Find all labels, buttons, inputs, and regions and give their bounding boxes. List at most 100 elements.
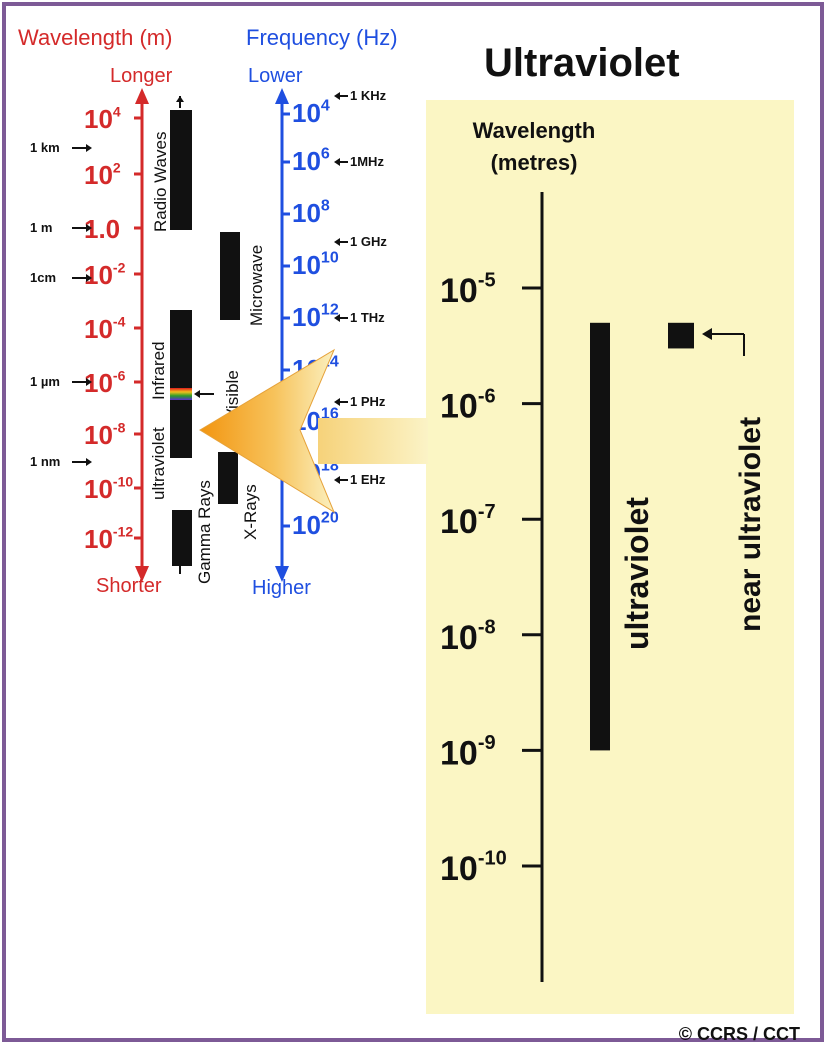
visible-band-bar bbox=[170, 388, 192, 400]
detail-tick-label-base: 10 bbox=[440, 388, 478, 426]
infrared-uv-band-bar bbox=[170, 310, 192, 458]
frequency-tick-label-base: 10 bbox=[292, 198, 321, 228]
wavelength-tick-label-base: 10 bbox=[84, 474, 113, 504]
frequency-tick-label-exp: 8 bbox=[321, 197, 330, 214]
frequency-tick-label: 1010 bbox=[292, 249, 339, 280]
frequency-tick-label-exp: 10 bbox=[321, 249, 339, 266]
frequency-tick-label: 1020 bbox=[292, 509, 339, 540]
near-ultraviolet-pointer bbox=[702, 328, 745, 356]
frequency-marker-label: 1 KHz bbox=[350, 88, 387, 103]
detail-tick-label-exp: -7 bbox=[478, 501, 496, 523]
wavelength-marker-label: 1cm bbox=[30, 270, 56, 285]
detail-tick-label: 10-8 bbox=[440, 617, 496, 657]
frequency-tick-label-base: 10 bbox=[292, 302, 321, 332]
gamma-band-bar bbox=[172, 510, 192, 566]
ultraviolet-label: ultraviolet bbox=[619, 497, 655, 650]
wavelength-tick-label: 10-4 bbox=[84, 313, 126, 344]
detail-tick-label: 10-9 bbox=[440, 732, 496, 772]
frequency-tick-label: 104 bbox=[292, 97, 330, 128]
wavelength-marker-label: 1 nm bbox=[30, 454, 60, 469]
frequency-marker-label: 1 THz bbox=[350, 310, 385, 325]
frequency-higher-label: Higher bbox=[252, 577, 311, 599]
microwave-band-bar bbox=[220, 232, 240, 320]
ultraviolet-range-bar bbox=[590, 322, 610, 751]
wavelength-marker-label: 1 km bbox=[30, 140, 60, 155]
wavelength-axis bbox=[135, 88, 149, 582]
detail-axis-label-line1: Wavelength bbox=[473, 118, 596, 143]
frequency-tick-label-base: 10 bbox=[292, 98, 321, 128]
frequency-tick-label-exp: 20 bbox=[321, 509, 339, 526]
page-title: Ultraviolet bbox=[484, 41, 680, 85]
wavelength-tick-label: 10-2 bbox=[84, 259, 126, 290]
detail-tick-label-base: 10 bbox=[440, 850, 478, 888]
wavelength-tick-label-base: 10 bbox=[84, 314, 113, 344]
frequency-tick-label: 106 bbox=[292, 145, 330, 176]
wavelength-tick-label: 10-10 bbox=[84, 473, 133, 504]
frequency-marker-label: 1 PHz bbox=[350, 394, 386, 409]
detail-tick-label-exp: -6 bbox=[478, 385, 496, 407]
wavelength-marker-arrowhead bbox=[86, 378, 92, 386]
frequency-marker-arrowhead bbox=[334, 476, 340, 484]
radio-band-bar bbox=[170, 110, 192, 230]
infrared-label: Infrared bbox=[149, 341, 168, 400]
frequency-tick-label-exp: 12 bbox=[321, 301, 339, 318]
detail-tick-label-exp: -8 bbox=[478, 617, 496, 639]
frequency-markers: 1 KHz 1MHz 1 GHz 1 THz 1 PHz 1 EHz bbox=[334, 88, 387, 487]
detail-chart: Wavelength (metres) 10-510-610-710-810-9… bbox=[440, 118, 767, 982]
wavelength-tick-label: 102 bbox=[84, 159, 121, 190]
detail-tick-label-base: 10 bbox=[440, 503, 478, 541]
wavelength-marker-arrowhead bbox=[86, 458, 92, 466]
microwave-label: Microwave bbox=[247, 245, 266, 326]
frequency-axis bbox=[275, 88, 289, 582]
frequency-tick-label: 108 bbox=[292, 197, 330, 228]
radio-waves-label: Radio Waves bbox=[151, 132, 170, 232]
wavelength-tick-label-base: 10 bbox=[84, 104, 113, 134]
frequency-tick-label-exp: 6 bbox=[321, 145, 330, 162]
wavelength-markers: 1 km 1 m 1cm 1 µm 1 nm bbox=[30, 140, 92, 469]
wavelength-tick-label: 104 bbox=[84, 103, 121, 134]
wavelength-tick-label-base: 10 bbox=[84, 160, 113, 190]
frequency-tick-label-base: 10 bbox=[292, 146, 321, 176]
wavelength-shorter-label: Shorter bbox=[96, 575, 162, 597]
detail-tick-labels: 10-510-610-710-810-910-10 bbox=[440, 270, 542, 888]
frequency-tick-label-base: 10 bbox=[292, 250, 321, 280]
frequency-lower-label: Lower bbox=[248, 65, 303, 87]
detail-tick-label: 10-7 bbox=[440, 501, 496, 541]
wavelength-marker-arrowhead bbox=[86, 274, 92, 282]
ultraviolet-band-label: ultraviolet bbox=[149, 427, 168, 500]
near-ultraviolet-label: near ultraviolet bbox=[734, 417, 767, 632]
wavelength-marker-label: 1 m bbox=[30, 220, 52, 235]
wavelength-tick-label-base: 10 bbox=[84, 420, 113, 450]
detail-tick-label-exp: -10 bbox=[478, 848, 507, 870]
wavelength-marker-arrowhead bbox=[86, 144, 92, 152]
wavelength-header: Wavelength (m) bbox=[18, 25, 172, 50]
xray-band-bar bbox=[218, 452, 238, 504]
spectrum-chart: Wavelength (m) Frequency (Hz) Longer Sho… bbox=[18, 25, 398, 599]
pointer-arrow bbox=[199, 348, 428, 514]
wavelength-tick-label-exp: -12 bbox=[113, 523, 133, 539]
copyright-notice: © CCRS / CCT bbox=[679, 1024, 800, 1044]
detail-axis-label-line2: (metres) bbox=[491, 150, 578, 175]
frequency-marker-arrowhead bbox=[334, 398, 340, 406]
frequency-marker-label: 1MHz bbox=[350, 154, 384, 169]
detail-tick-label-exp: -5 bbox=[478, 270, 496, 292]
frequency-header: Frequency (Hz) bbox=[246, 25, 398, 50]
detail-tick-label-exp: -9 bbox=[478, 732, 496, 754]
wavelength-tick-label-exp: -4 bbox=[113, 313, 126, 329]
wavelength-tick-label-exp: 4 bbox=[113, 103, 121, 119]
xray-label: X-Rays bbox=[241, 484, 260, 540]
wavelength-tick-label: 10-12 bbox=[84, 523, 133, 554]
detail-tick-label: 10-10 bbox=[440, 848, 507, 888]
detail-tick-label: 10-5 bbox=[440, 270, 496, 310]
wavelength-marker-label: 1 µm bbox=[30, 374, 60, 389]
gamma-rays-label: Gamma Rays bbox=[195, 480, 214, 584]
detail-tick-label-base: 10 bbox=[440, 734, 478, 772]
near-ultraviolet-range-marker bbox=[668, 322, 694, 349]
wavelength-tick-label: 10-8 bbox=[84, 419, 126, 450]
detail-tick-label-base: 10 bbox=[440, 272, 478, 310]
wavelength-tick-label-base: 10 bbox=[84, 524, 113, 554]
frequency-marker-arrowhead bbox=[334, 92, 340, 100]
